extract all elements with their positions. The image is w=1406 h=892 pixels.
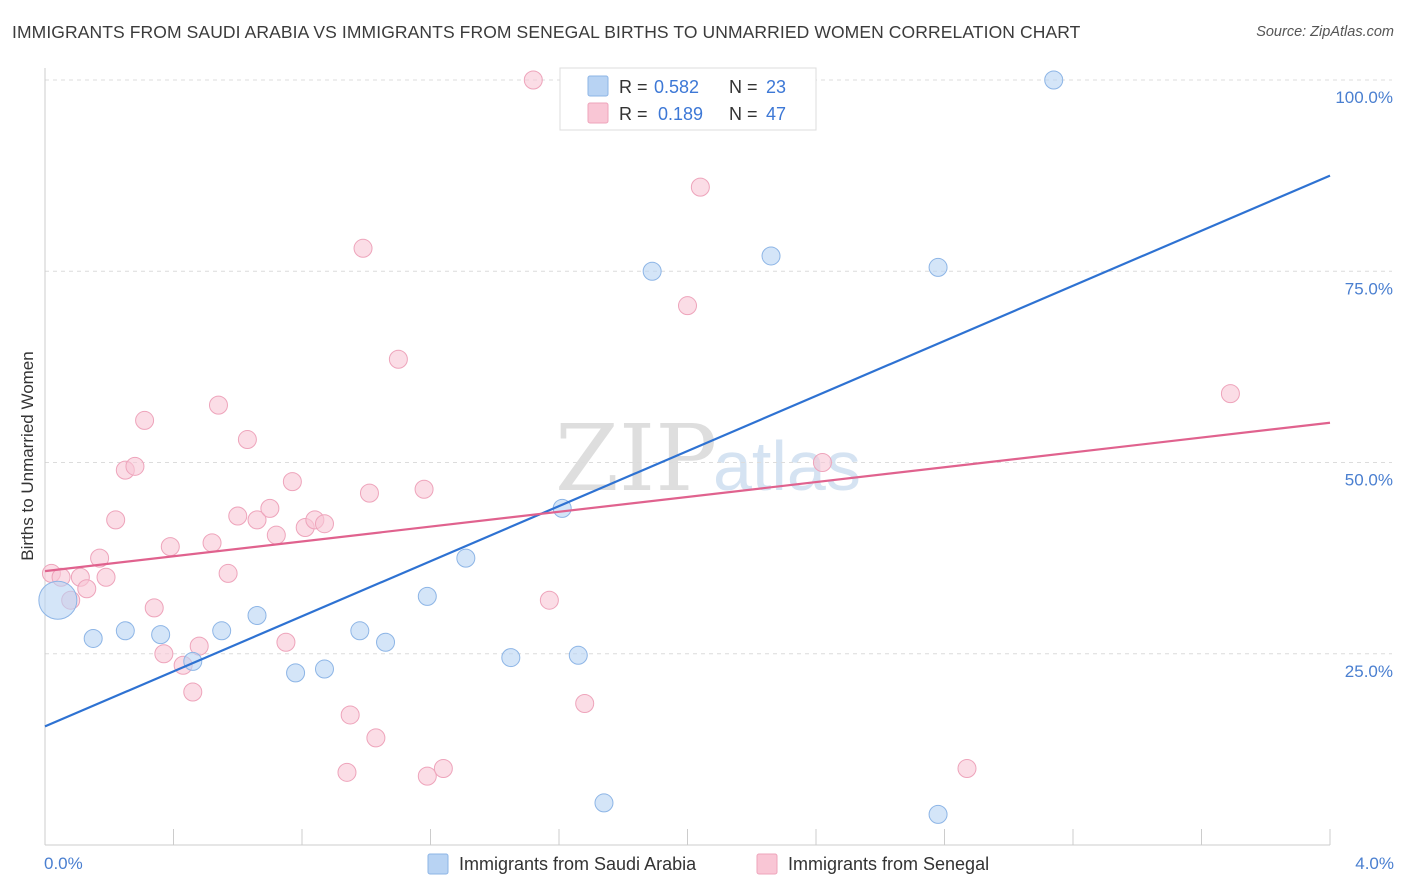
- legend-swatch-senegal: [587, 102, 609, 124]
- grid-lines: [45, 79, 1392, 655]
- senegal-point: [218, 563, 238, 583]
- senegal-point: [678, 296, 697, 316]
- saudi-arabia-point: [417, 586, 437, 606]
- saudi-arabia-point: [83, 628, 103, 648]
- senegal-point: [106, 510, 126, 530]
- senegal-point: [366, 728, 386, 748]
- senegal-point: [414, 479, 434, 499]
- senegal-point: [77, 579, 97, 599]
- saudi-arabia-point: [376, 632, 396, 652]
- senegal-point: [266, 525, 286, 545]
- series-legend-label-senegal: Immigrants from Senegal: [788, 854, 989, 874]
- senegal-point: [433, 759, 453, 778]
- senegal-point: [276, 632, 296, 652]
- saudi-arabia-point: [247, 606, 267, 625]
- saudi-arabia-point: [594, 793, 614, 813]
- legend-r-value-saudi-arabia: 0.582: [654, 77, 699, 97]
- senegal-point: [208, 395, 228, 415]
- senegal-point: [260, 498, 280, 518]
- senegal-point: [417, 766, 437, 786]
- saudi-arabia-trend-line: [44, 174, 1331, 728]
- legend-n-label-senegal: N =: [729, 104, 758, 124]
- legend-r-label-senegal: R =: [619, 104, 648, 124]
- x-tick-label-min: 0.0%: [44, 854, 83, 873]
- legend-r-label-saudi-arabia: R =: [619, 77, 648, 97]
- watermark-zip: ZIP: [555, 405, 717, 512]
- y-tick-label: 100.0%: [1335, 88, 1393, 107]
- y-tick-label: 25.0%: [1345, 662, 1393, 681]
- saudi-arabia-point: [212, 621, 232, 641]
- senegal-point: [96, 567, 116, 587]
- axes: [44, 68, 1331, 846]
- y-axis-label: Births to Unmarried Women: [18, 351, 37, 560]
- saudi-arabia-point: [568, 645, 588, 665]
- saudi-arabia-point: [501, 648, 521, 668]
- y-tick-label: 50.0%: [1345, 471, 1393, 490]
- senegal-point: [575, 693, 595, 713]
- legend-swatch-saudi-arabia: [587, 75, 609, 97]
- senegal-point: [539, 590, 559, 610]
- senegal-point: [353, 238, 373, 258]
- senegal-point: [690, 177, 710, 197]
- x-tick-label-max: 4.0%: [1355, 854, 1394, 873]
- saudi-arabia-point: [1044, 70, 1064, 90]
- senegal-point: [90, 548, 110, 568]
- correlation-legend: R = 0.582 N = 23 R = 0.189 N = 47: [559, 67, 817, 131]
- saudi-arabia-point: [928, 804, 948, 824]
- saudi-arabia-point: [115, 621, 135, 641]
- legend-n-value-senegal: 47: [766, 104, 786, 124]
- senegal-points: [41, 70, 1240, 786]
- senegal-point: [1220, 384, 1240, 404]
- legend-r-value-senegal: 0.189: [658, 104, 703, 124]
- senegal-point: [154, 644, 174, 664]
- senegal-point: [314, 514, 334, 534]
- series-legend-swatch-senegal: [756, 853, 778, 875]
- senegal-point: [388, 349, 408, 369]
- saudi-arabia-point: [314, 659, 334, 679]
- senegal-point: [337, 762, 357, 782]
- saudi-arabia-point: [761, 246, 781, 266]
- senegal-trend-line: [44, 421, 1331, 573]
- series-legend-swatch-saudi-arabia: [427, 853, 449, 875]
- legend-n-value-saudi-arabia: 23: [766, 77, 786, 97]
- senegal-point: [135, 410, 155, 430]
- saudi-arabia-point: [456, 548, 476, 568]
- senegal-point: [812, 453, 832, 472]
- senegal-point: [359, 483, 379, 503]
- senegal-point: [282, 472, 302, 492]
- y-tick-label: 75.0%: [1345, 279, 1393, 298]
- y-tick-labels: 25.0% 50.0% 75.0% 100.0%: [1335, 88, 1393, 681]
- source-label: Source: ZipAtlas.com: [1256, 24, 1394, 40]
- saudi-arabia-point: [286, 663, 306, 683]
- senegal-point: [160, 537, 180, 557]
- senegal-point: [340, 705, 360, 725]
- legend-n-label-saudi-arabia: N =: [729, 77, 758, 97]
- senegal-point: [237, 430, 257, 450]
- senegal-point: [957, 759, 977, 778]
- trend-lines: [44, 174, 1331, 728]
- x-tick-labels: 0.0% 4.0%: [44, 854, 1394, 873]
- saudi-arabia-point: [642, 261, 662, 281]
- senegal-point: [144, 598, 164, 618]
- saudi-arabia-point: [38, 580, 78, 620]
- watermark: ZIP atlas: [555, 405, 861, 512]
- saudi-arabia-point: [928, 257, 948, 277]
- series-legend: Immigrants from Saudi Arabia Immigrants …: [427, 853, 989, 875]
- senegal-point: [202, 533, 222, 553]
- series-legend-label-saudi-arabia: Immigrants from Saudi Arabia: [459, 854, 697, 874]
- saudi-arabia-point: [151, 625, 171, 645]
- chart-title: IMMIGRANTS FROM SAUDI ARABIA VS IMMIGRAN…: [12, 22, 1081, 42]
- saudi-arabia-point: [350, 621, 370, 641]
- senegal-point: [247, 510, 267, 530]
- saudi-arabia-points: [38, 70, 1064, 824]
- senegal-point: [125, 456, 145, 476]
- senegal-point: [183, 682, 203, 702]
- watermark-atlas: atlas: [713, 427, 861, 505]
- senegal-point: [228, 506, 248, 526]
- senegal-point: [523, 70, 543, 90]
